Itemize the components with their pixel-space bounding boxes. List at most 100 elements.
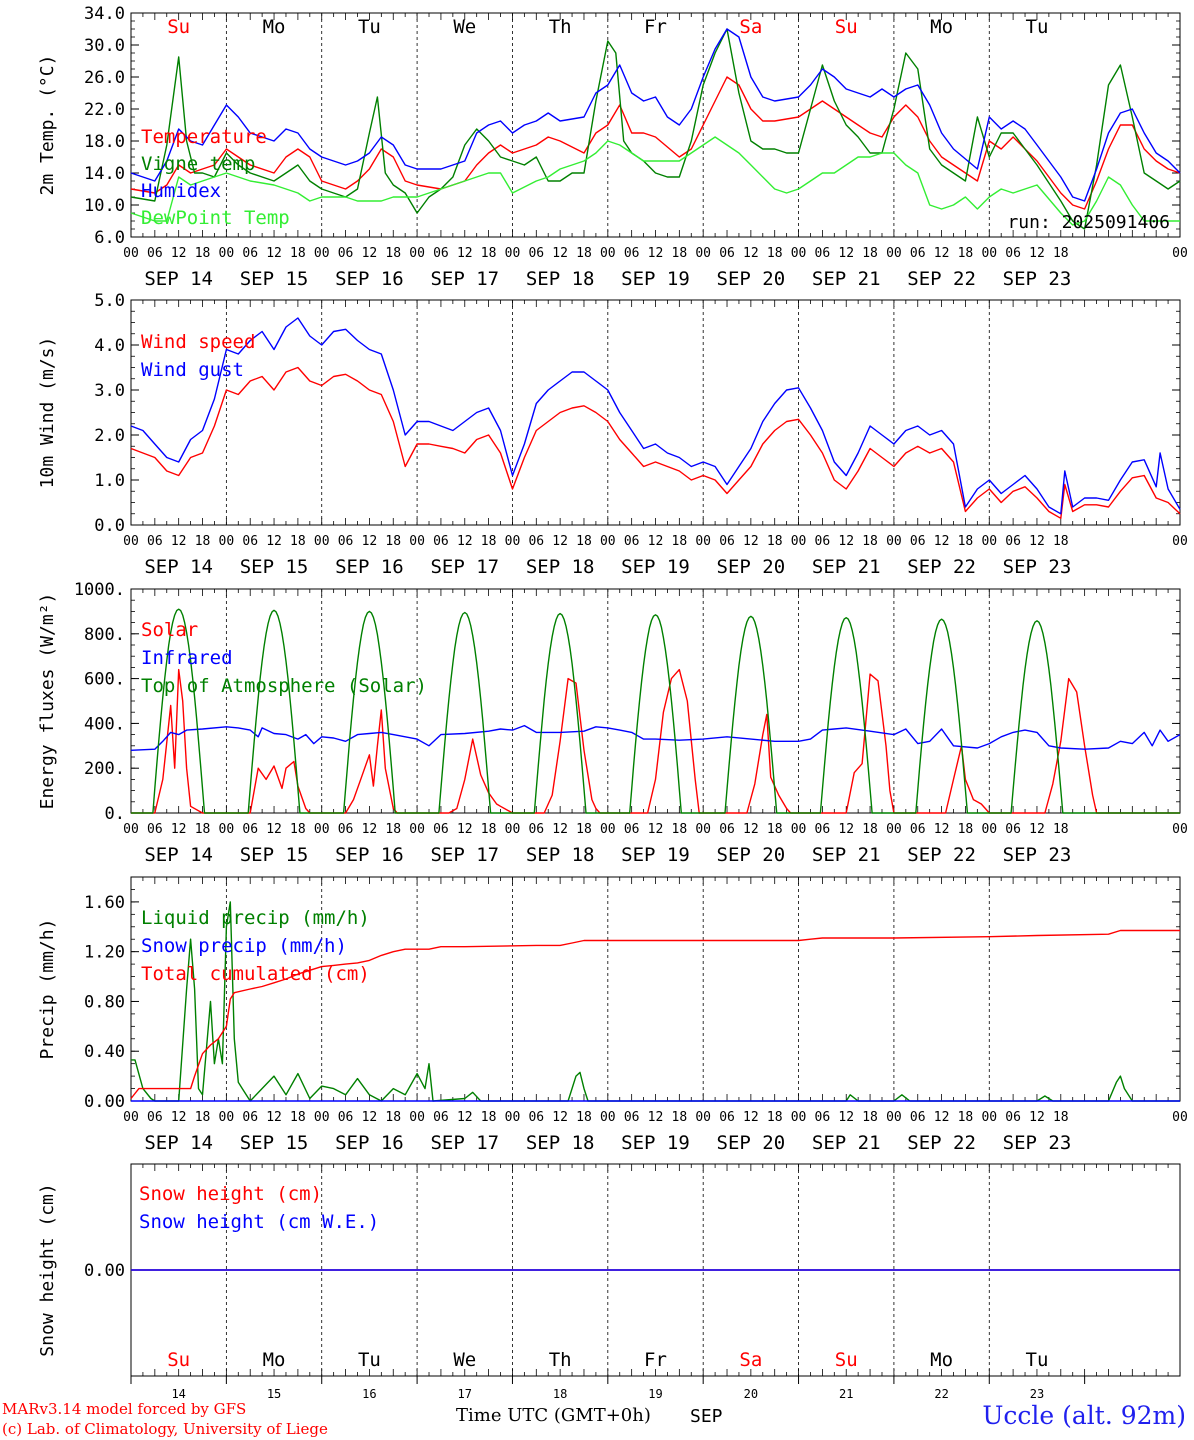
hour-tick-label: 12	[743, 246, 759, 261]
hour-tick-label: 18	[672, 1110, 688, 1125]
day-number-label: 16	[362, 1387, 376, 1401]
hour-tick-label: 00	[1172, 1110, 1188, 1125]
hour-tick-label: 18	[862, 246, 878, 261]
hour-tick-label: 00	[123, 534, 139, 549]
y-tick-label: 4.0	[94, 336, 125, 356]
date-label: SEP 23	[1003, 556, 1072, 578]
y-tick-label: 1.60	[84, 893, 125, 913]
weekday-label: Su	[167, 1349, 190, 1371]
hour-tick-label: 00	[886, 822, 902, 837]
day-number-label: 22	[934, 1387, 948, 1401]
date-label: SEP 23	[1003, 844, 1072, 866]
hour-tick-label: 06	[147, 822, 163, 837]
hour-tick-label: 12	[648, 246, 664, 261]
day-number-label: 21	[839, 1387, 853, 1401]
hour-tick-label: 06	[338, 1110, 354, 1125]
hour-tick-label: 12	[171, 822, 187, 837]
x-axis-title: Time UTC (GMT+0h)	[456, 1405, 651, 1426]
y-tick-label: 0.40	[84, 1042, 125, 1062]
y-tick-label: 0.80	[84, 992, 125, 1012]
weekday-label: Mo	[263, 1349, 286, 1371]
hour-tick-label: 12	[457, 822, 473, 837]
hour-tick-label: 00	[981, 246, 997, 261]
hour-tick-label: 06	[433, 246, 449, 261]
hour-tick-label: 00	[886, 534, 902, 549]
date-label: SEP 23	[1003, 268, 1072, 290]
hour-tick-label: 18	[958, 1110, 974, 1125]
station-label: Uccle (alt. 92m)	[982, 1401, 1186, 1430]
hour-tick-label: 06	[815, 822, 831, 837]
hour-tick-label: 00	[695, 1110, 711, 1125]
weekday-label: Tu	[358, 1349, 381, 1371]
hour-tick-label: 00	[791, 534, 807, 549]
hour-tick-label: 00	[409, 822, 425, 837]
hour-tick-label: 06	[815, 1110, 831, 1125]
hour-tick-label: 18	[195, 822, 211, 837]
weekday-label: Tu	[1026, 1349, 1049, 1371]
y-axis-title: 10m Wind (m/s)	[37, 337, 58, 489]
hour-tick-label: 12	[934, 246, 950, 261]
hour-tick-label: 12	[838, 534, 854, 549]
hour-tick-label: 00	[219, 534, 235, 549]
hour-tick-label: 18	[195, 1110, 211, 1125]
hour-tick-label: 00	[791, 246, 807, 261]
date-label: SEP 16	[335, 556, 404, 578]
hour-tick-label: 00	[981, 534, 997, 549]
legend-entry: Solar	[141, 619, 198, 641]
date-label: SEP 17	[430, 556, 499, 578]
hour-tick-label: 06	[1005, 534, 1021, 549]
hour-tick-label: 12	[171, 534, 187, 549]
hour-tick-label: 18	[385, 246, 401, 261]
date-label: SEP 14	[144, 1132, 213, 1154]
date-label: SEP 17	[430, 268, 499, 290]
hour-tick-label: 00	[314, 822, 330, 837]
series-line-solar	[131, 668, 1180, 814]
hour-tick-label: 12	[934, 1110, 950, 1125]
day-number-label: 17	[458, 1387, 472, 1401]
hour-tick-label: 12	[457, 246, 473, 261]
legend-entry: Temperature	[141, 126, 267, 148]
hour-tick-label: 06	[624, 246, 640, 261]
hour-tick-label: 00	[791, 1110, 807, 1125]
date-label: SEP 20	[717, 1132, 786, 1154]
panel-frame	[130, 12, 1181, 238]
legend-entry: Snow precip (mm/h)	[141, 935, 347, 957]
hour-tick-label: 06	[338, 822, 354, 837]
date-label: SEP 21	[812, 844, 881, 866]
hour-tick-label: 00	[314, 1110, 330, 1125]
hour-tick-label: 00	[409, 534, 425, 549]
hour-tick-label: 12	[266, 1110, 282, 1125]
hour-tick-label: 00	[791, 822, 807, 837]
hour-tick-label: 06	[719, 246, 735, 261]
hour-tick-label: 00	[1172, 534, 1188, 549]
hour-tick-label: 18	[576, 246, 592, 261]
hour-tick-label: 00	[219, 1110, 235, 1125]
series-line-wind-speed	[130, 366, 1181, 519]
y-tick-label: 0.	[105, 804, 125, 824]
series-line-vigne-temp	[130, 28, 1181, 230]
legend-entry: Snow height (cm W.E.)	[139, 1211, 379, 1233]
hour-tick-label: 18	[1053, 534, 1069, 549]
weekday-label: Mo	[263, 16, 286, 38]
y-tick-label: 10.0	[84, 196, 125, 216]
hour-tick-label: 18	[1053, 822, 1069, 837]
hour-tick-label: 18	[576, 534, 592, 549]
hour-tick-label: 06	[433, 1110, 449, 1125]
y-tick-label: 1.20	[84, 943, 125, 963]
hour-tick-label: 12	[1029, 534, 1045, 549]
hour-tick-label: 12	[648, 822, 664, 837]
y-tick-label: 200.	[84, 759, 125, 779]
hour-tick-label: 00	[600, 1110, 616, 1125]
hour-tick-label: 18	[195, 246, 211, 261]
hour-tick-label: 12	[266, 246, 282, 261]
hour-tick-label: 12	[1029, 822, 1045, 837]
hour-tick-label: 00	[886, 1110, 902, 1125]
hour-tick-label: 12	[1029, 246, 1045, 261]
day-number-label: 14	[171, 1387, 185, 1401]
hour-tick-label: 18	[767, 534, 783, 549]
hour-tick-label: 12	[171, 246, 187, 261]
hour-tick-label: 12	[743, 1110, 759, 1125]
y-tick-label: 1.0	[94, 471, 125, 491]
